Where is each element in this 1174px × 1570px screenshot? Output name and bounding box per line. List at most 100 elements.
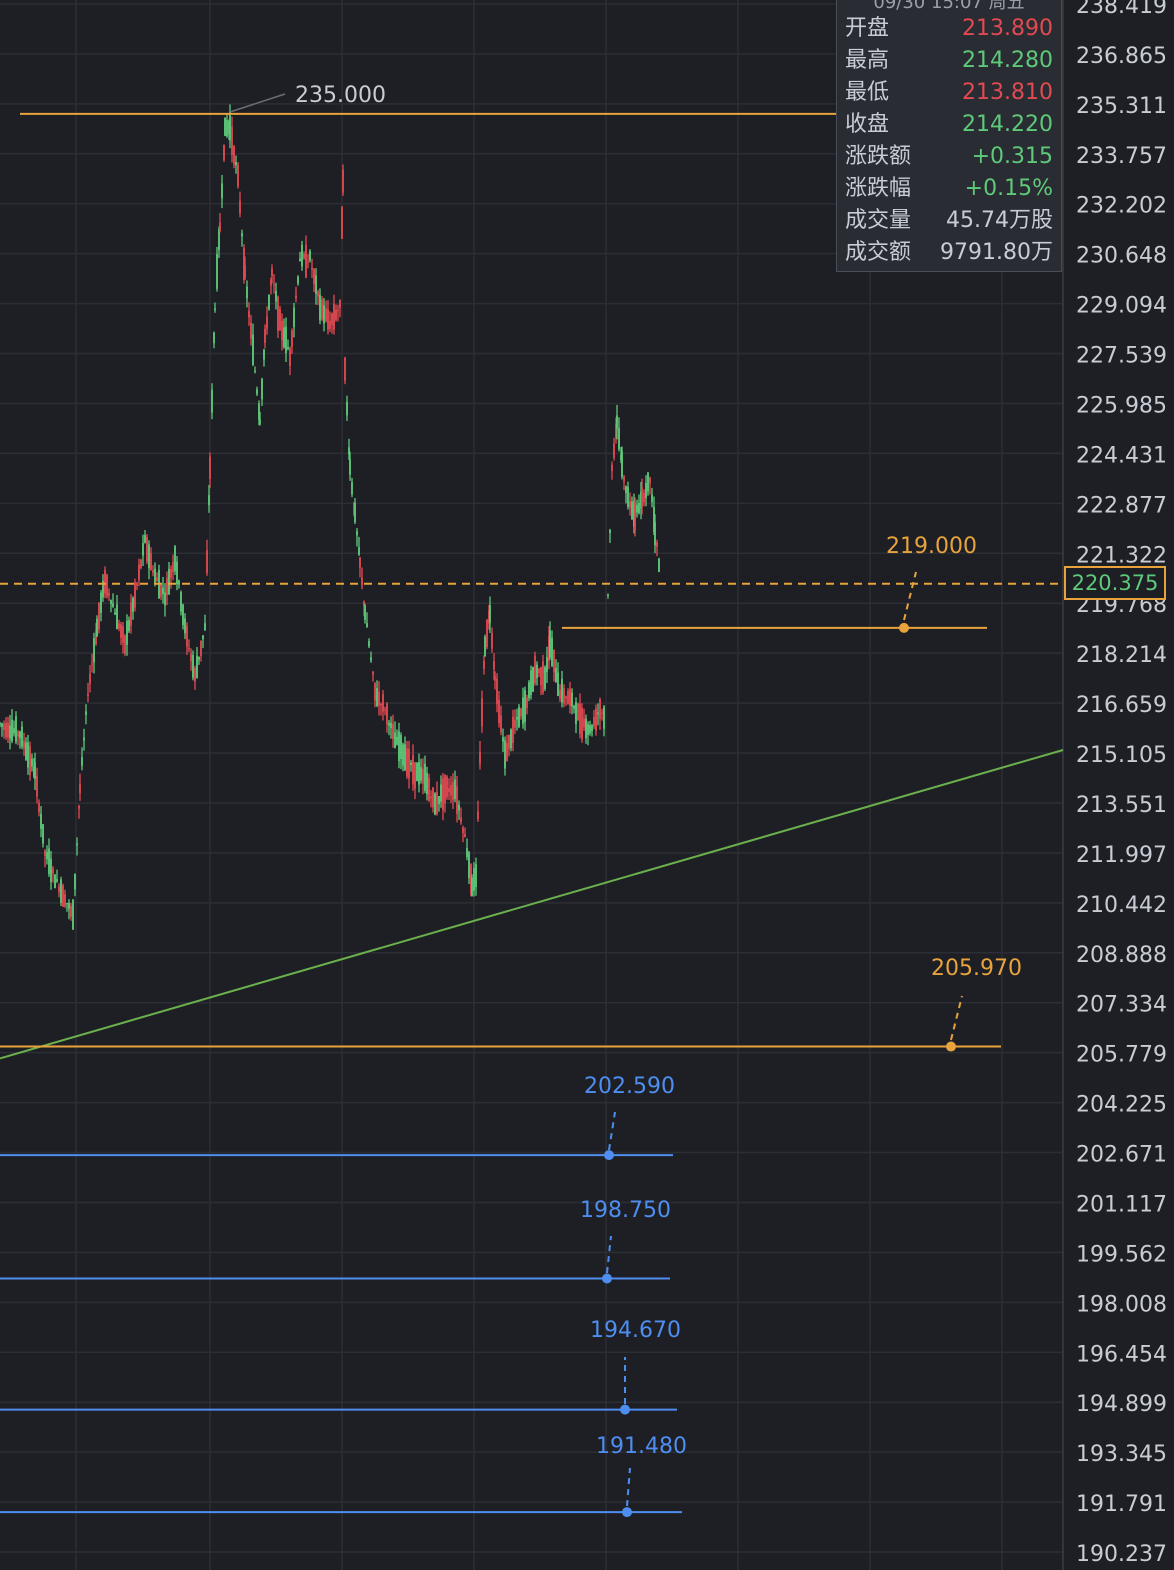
y-tick-label: 224.431 — [1076, 443, 1167, 468]
candle-body — [400, 735, 402, 759]
candle-body — [468, 852, 470, 879]
y-tick-label: 235.311 — [1076, 94, 1167, 119]
level-handle[interactable] — [622, 1507, 632, 1518]
candle-body — [544, 667, 546, 689]
candle-body — [68, 902, 70, 909]
candle-body — [202, 635, 204, 640]
candle-body — [488, 610, 490, 624]
candle-body — [259, 419, 261, 424]
y-tick-label: 210.442 — [1076, 893, 1167, 918]
candle-body — [473, 868, 475, 891]
candle-body — [643, 492, 645, 503]
candle-body — [174, 546, 176, 572]
level-handle[interactable] — [946, 1041, 956, 1052]
candle-body — [359, 557, 361, 568]
candle-body — [66, 903, 68, 905]
candle-body — [87, 693, 89, 696]
candle-body — [450, 784, 452, 796]
info-value: 213.890 — [962, 16, 1053, 41]
candle-body — [333, 303, 335, 330]
candle-body — [48, 848, 50, 874]
y-tick-label: 236.865 — [1076, 44, 1167, 69]
candle-body — [244, 264, 246, 278]
candle-body — [456, 786, 458, 814]
candle-body — [283, 327, 285, 348]
candle-body — [148, 544, 150, 569]
candle-body — [64, 894, 66, 907]
candle-body — [209, 456, 211, 479]
candle-body — [246, 286, 248, 299]
candle-body — [156, 577, 158, 581]
candle-body — [658, 558, 660, 572]
candle-body — [629, 500, 631, 509]
level-handle[interactable] — [899, 622, 909, 633]
level-handle[interactable] — [620, 1404, 630, 1415]
candle-body — [609, 529, 611, 534]
candle-body — [81, 757, 83, 766]
candle-body — [432, 787, 434, 808]
candle-body — [595, 708, 597, 731]
candle-body — [481, 698, 483, 727]
candle-body — [416, 763, 418, 782]
candle-body — [380, 703, 382, 706]
candle-body — [649, 477, 651, 484]
candle-body — [418, 762, 420, 785]
level-handle[interactable] — [602, 1273, 612, 1284]
candle-body — [70, 905, 72, 917]
candle-body — [438, 796, 440, 805]
y-tick-label: 207.334 — [1076, 993, 1167, 1018]
candle-body — [178, 580, 180, 585]
candle-body — [349, 459, 351, 475]
y-tick-label: 229.094 — [1076, 294, 1167, 319]
trendline[interactable] — [0, 749, 1064, 1060]
candle-body — [436, 792, 438, 814]
candle-body — [226, 119, 228, 137]
candle-body — [647, 472, 649, 492]
candle-body — [384, 709, 386, 711]
candle-body — [146, 536, 148, 562]
candle-body — [206, 550, 208, 574]
candle-body — [102, 580, 104, 598]
candle-body — [532, 667, 534, 692]
y-tick-label: 225.985 — [1076, 393, 1167, 418]
y-tick-label: 213.551 — [1076, 793, 1167, 818]
candle-body — [483, 660, 485, 669]
candle-body — [526, 697, 528, 708]
candle-body — [34, 762, 36, 780]
candle-body — [319, 294, 321, 321]
candle-body — [653, 506, 655, 533]
candle-body — [342, 169, 344, 193]
y-tick-label: 233.757 — [1076, 144, 1167, 169]
drawn-lines[interactable]: 235.000 219.000 205.970 202.590 198.750 194.6… — [0, 83, 1064, 1518]
candle-body — [235, 162, 237, 166]
candle-body — [275, 290, 277, 302]
candle-body — [444, 774, 446, 803]
candle-body — [31, 758, 33, 767]
candle-body — [634, 502, 636, 531]
level-handle[interactable] — [604, 1150, 614, 1161]
candle-body — [291, 330, 293, 347]
candle-body — [530, 670, 532, 696]
candle-body — [448, 788, 450, 792]
candle-body — [633, 501, 635, 527]
info-date: 09/30 15:07 周五 — [873, 0, 1025, 13]
candle-body — [656, 542, 658, 547]
candle-body — [264, 328, 266, 343]
candle-body — [569, 688, 571, 706]
candle-body — [477, 811, 479, 820]
level-label: 194.670 — [590, 1318, 681, 1343]
current-price-badge: 220.375 — [1064, 566, 1166, 600]
info-value: +0.315 — [971, 144, 1053, 169]
candle-body — [327, 309, 329, 330]
candle-body — [454, 779, 456, 800]
level-label: 205.970 — [931, 956, 1022, 981]
candle-body — [599, 699, 601, 719]
y-tick-label: 205.779 — [1076, 1043, 1167, 1068]
candle-body — [186, 626, 188, 647]
candle-body — [565, 696, 567, 699]
candle-body — [140, 559, 142, 568]
y-tick-label: 204.225 — [1076, 1093, 1167, 1118]
label-leader — [950, 995, 963, 1041]
y-tick-label: 194.899 — [1076, 1392, 1167, 1417]
